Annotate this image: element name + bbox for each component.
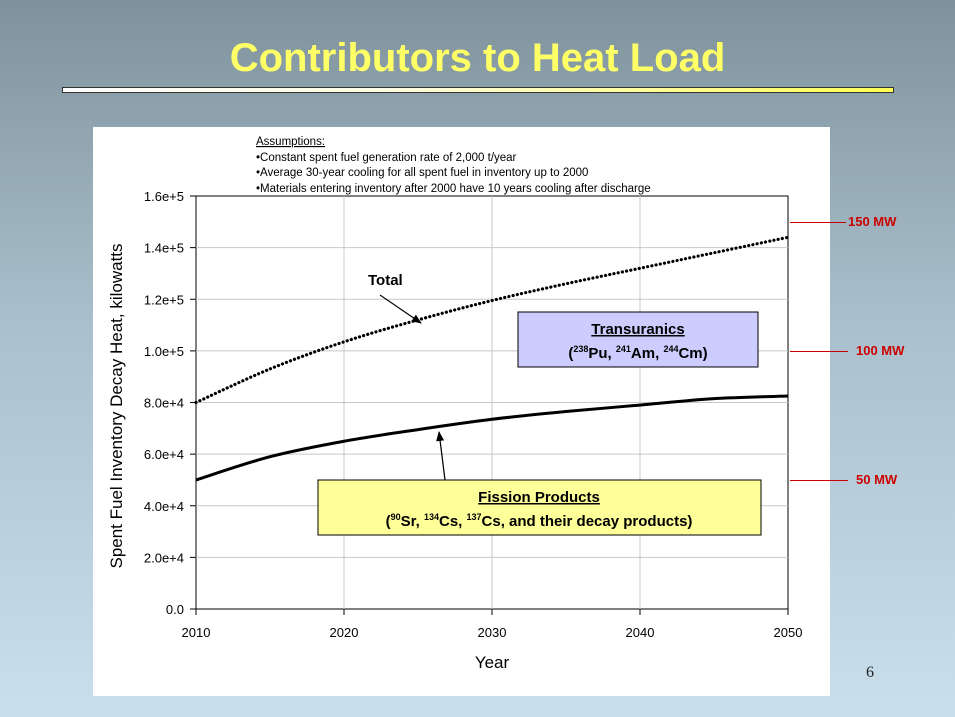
- transuranics-box: [517, 311, 759, 368]
- total-label: Total: [368, 272, 403, 289]
- page-number: 6: [866, 664, 874, 681]
- mw-reference-line: [790, 480, 848, 481]
- assumptions-heading: Assumptions:: [256, 136, 325, 148]
- title-divider: [62, 87, 894, 93]
- x-tick-label: 2050: [774, 625, 803, 640]
- y-tick-label: 0.0: [166, 602, 184, 617]
- mw-reference-line: [790, 222, 846, 223]
- y-tick-label: 1.6e+5: [144, 189, 184, 204]
- total-arrow: [379, 294, 422, 324]
- series-line-total: [194, 235, 790, 405]
- x-tick-label: 2020: [330, 625, 359, 640]
- y-tick-label: 6.0e+4: [144, 447, 184, 462]
- y-tick-label: 1.0e+5: [144, 344, 184, 359]
- decay-heat-chart: Assumptions: •Constant spent fuel genera…: [107, 136, 803, 672]
- x-axis-title: Year: [475, 653, 510, 672]
- x-tick-label: 2040: [626, 625, 655, 640]
- assumption-item: •Constant spent fuel generation rate of …: [256, 152, 517, 164]
- y-axis-title: Spent Fuel Inventory Decay Heat, kilowat…: [107, 243, 126, 568]
- x-gridlines: [343, 196, 641, 609]
- series-layer: [194, 235, 790, 482]
- transuranics-isotopes: (238Pu, 241Am, 244Cm): [568, 344, 707, 362]
- fission-products-isotopes: (90Sr, 134Cs, 137Cs, and their decay pro…: [386, 512, 693, 530]
- mw-reference-label: 100 MW: [856, 343, 905, 358]
- y-tick-label: 8.0e+4: [144, 396, 184, 411]
- y-tick-label: 1.4e+5: [144, 241, 184, 256]
- assumption-item: •Average 30-year cooling for all spent f…: [256, 167, 588, 179]
- mw-reference-label: 150 MW: [848, 214, 897, 229]
- y-tick-label: 1.2e+5: [144, 292, 184, 307]
- assumption-item: •Materials entering inventory after 2000…: [256, 183, 651, 195]
- mw-reference-line: [790, 351, 848, 352]
- fission-products-box: [317, 479, 762, 536]
- chart-panel: Assumptions: •Constant spent fuel genera…: [93, 127, 830, 696]
- y-tick-label: 4.0e+4: [144, 499, 184, 514]
- mw-reference-label: 50 MW: [856, 472, 898, 487]
- transuranics-title: Transuranics: [591, 321, 684, 338]
- y-tick-label: 2.0e+4: [144, 550, 184, 565]
- x-tick-label: 2030: [478, 625, 507, 640]
- fission-products-title: Fission Products: [478, 489, 600, 506]
- slide-title: Contributors to Heat Load: [229, 36, 726, 80]
- y-axis-ticks: 0.0 2.0e+4 4.0e+4 6.0e+4 8.0e+4 1.0e+5 1.2e+5 1…: [144, 189, 196, 617]
- x-tick-label: 2010: [182, 625, 211, 640]
- fission-arrow: [436, 431, 446, 481]
- x-axis-ticks: 2010 2020 2030 2040 2050: [182, 609, 803, 640]
- series-line-fission-products: [195, 394, 789, 482]
